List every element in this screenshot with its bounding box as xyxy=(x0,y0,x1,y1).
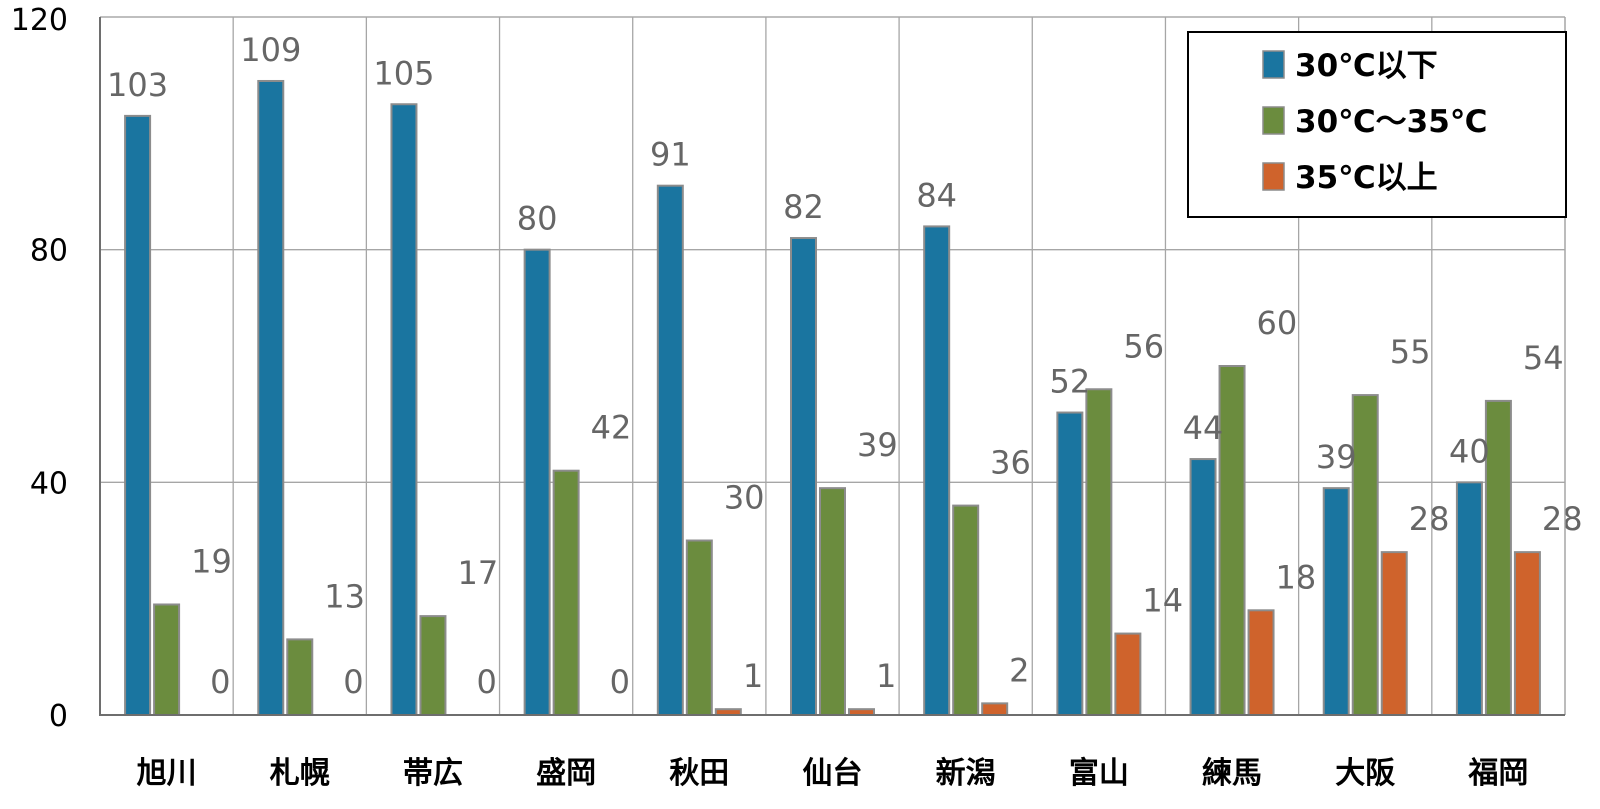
bar-below30 xyxy=(656,184,684,716)
y-tick-label: 0 xyxy=(49,699,68,734)
data-label: 39 xyxy=(1316,438,1357,476)
bar-above35 xyxy=(1114,632,1142,716)
data-label: 91 xyxy=(650,136,691,174)
bar-below30 xyxy=(1322,487,1350,716)
data-label: 36 xyxy=(990,444,1031,482)
data-label: 0 xyxy=(343,663,363,701)
data-label: 109 xyxy=(240,31,301,69)
legend-swatch xyxy=(1262,50,1285,79)
data-label: 2 xyxy=(1009,651,1029,689)
data-label: 30 xyxy=(724,479,765,517)
category-label: 大阪 xyxy=(1335,756,1395,791)
bar-below30 xyxy=(390,103,418,716)
data-label: 54 xyxy=(1523,339,1564,377)
data-label: 82 xyxy=(783,188,824,226)
bar-30to35 xyxy=(286,638,314,717)
bar-30to35 xyxy=(1085,388,1113,716)
data-label: 84 xyxy=(916,176,957,214)
category-label: 札幌 xyxy=(270,756,330,791)
category-label: 盛岡 xyxy=(536,756,596,791)
category-label: 新潟 xyxy=(936,756,996,791)
category-label: 旭川 xyxy=(137,756,197,791)
legend-box xyxy=(1187,31,1567,218)
data-label: 1 xyxy=(876,657,896,695)
legend: 30℃以下 30℃～35℃ 35℃以上 xyxy=(1187,31,1567,218)
data-label: 103 xyxy=(107,66,168,104)
data-label: 0 xyxy=(610,663,630,701)
data-label: 14 xyxy=(1142,582,1183,620)
data-label: 42 xyxy=(591,409,632,447)
category-label: 秋田 xyxy=(669,756,729,791)
bar-30to35 xyxy=(819,487,846,716)
data-label: 28 xyxy=(1409,500,1450,538)
data-label: 18 xyxy=(1276,558,1317,596)
data-label: 0 xyxy=(210,663,230,701)
bar-30to35 xyxy=(153,603,181,717)
data-label: 0 xyxy=(476,663,496,701)
legend-label: 30℃以下 xyxy=(1295,48,1438,84)
bar-above35 xyxy=(1380,551,1408,717)
category-label: 福岡 xyxy=(1467,756,1528,791)
bar-below30 xyxy=(1455,481,1483,717)
data-label: 17 xyxy=(457,554,498,592)
bar-30to35 xyxy=(552,469,580,717)
data-label: 56 xyxy=(1123,327,1164,365)
bar-above35 xyxy=(1513,551,1541,717)
data-label: 19 xyxy=(191,542,232,580)
category-labels: 旭川 札幌 帯広 盛岡 秋田 仙台 新潟 富山 練馬 大阪 福岡 xyxy=(137,756,1529,791)
bar-below30 xyxy=(124,114,152,716)
bar-below30 xyxy=(1189,458,1217,717)
bar-30to35 xyxy=(419,615,447,716)
bar-30to35 xyxy=(1484,399,1512,716)
y-tick-labels: 0 40 80 120 xyxy=(11,3,68,734)
legend-swatch xyxy=(1262,106,1285,135)
bar-30to35 xyxy=(952,504,980,716)
category-label: 仙台 xyxy=(803,756,863,791)
y-tick-label: 80 xyxy=(30,234,68,269)
axes xyxy=(99,16,1566,716)
data-label: 105 xyxy=(373,54,434,92)
category-label: 富山 xyxy=(1069,756,1129,791)
data-label: 80 xyxy=(517,200,558,238)
data-label: 13 xyxy=(324,577,365,615)
data-label: 60 xyxy=(1257,304,1298,342)
category-label: 帯広 xyxy=(403,756,463,791)
data-labels: 103 19 0 109 13 0 105 17 0 80 42 0 91 30 1 82 39 1 84 36 2 52… xyxy=(107,31,1583,701)
bar-30to35 xyxy=(1351,394,1379,716)
bars xyxy=(124,79,1541,717)
data-label: 52 xyxy=(1050,363,1091,401)
bar-above35 xyxy=(1247,609,1275,716)
legend-label: 35℃以上 xyxy=(1295,160,1438,196)
data-label: 40 xyxy=(1449,432,1490,470)
data-label: 1 xyxy=(743,657,763,695)
bar-below30 xyxy=(523,248,551,717)
data-label: 55 xyxy=(1390,333,1431,371)
bar-above35 xyxy=(981,702,1009,716)
data-label: 39 xyxy=(857,426,898,464)
data-label: 28 xyxy=(1542,500,1583,538)
bar-below30 xyxy=(790,237,817,717)
data-label: 44 xyxy=(1183,409,1224,447)
y-tick-label: 40 xyxy=(30,466,68,501)
legend-label: 30℃～35℃ xyxy=(1295,104,1487,140)
y-tick-label: 120 xyxy=(11,3,68,38)
bar-below30 xyxy=(1056,411,1084,716)
category-label: 練馬 xyxy=(1202,756,1262,791)
bar-30to35 xyxy=(685,539,713,716)
bar-30to35 xyxy=(1218,365,1246,716)
bar-below30 xyxy=(257,79,285,716)
legend-swatch xyxy=(1262,162,1285,191)
bar-below30 xyxy=(923,225,951,716)
